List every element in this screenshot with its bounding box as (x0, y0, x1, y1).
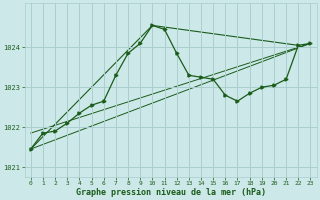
X-axis label: Graphe pression niveau de la mer (hPa): Graphe pression niveau de la mer (hPa) (76, 188, 266, 197)
